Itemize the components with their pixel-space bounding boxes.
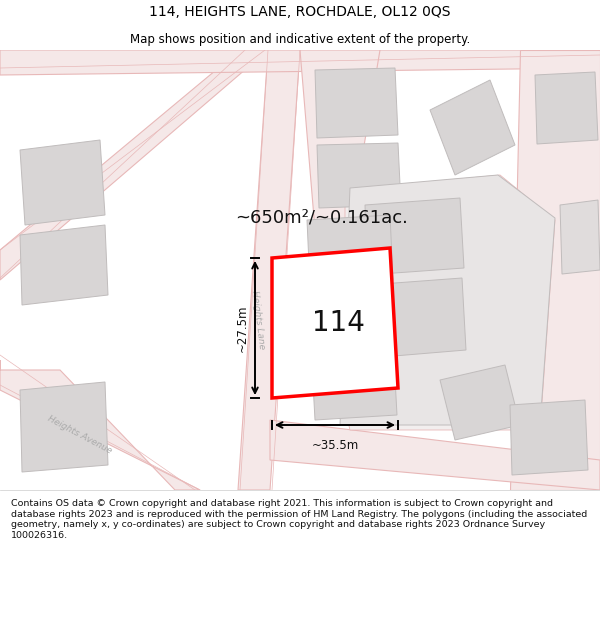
Polygon shape [317, 143, 401, 208]
Text: ~27.5m: ~27.5m [236, 304, 249, 352]
Polygon shape [510, 50, 600, 490]
Polygon shape [270, 420, 600, 490]
Text: ~35.5m: ~35.5m [311, 439, 359, 452]
Polygon shape [430, 80, 515, 175]
Polygon shape [307, 215, 393, 286]
Polygon shape [440, 365, 520, 440]
Text: Contains OS data © Crown copyright and database right 2021. This information is : Contains OS data © Crown copyright and d… [11, 499, 587, 539]
Text: Heights Lane: Heights Lane [250, 290, 266, 350]
Polygon shape [330, 175, 555, 430]
Polygon shape [0, 360, 200, 490]
Polygon shape [560, 200, 600, 274]
Text: Map shows position and indicative extent of the property.: Map shows position and indicative extent… [130, 34, 470, 46]
Polygon shape [300, 50, 380, 230]
Polygon shape [20, 382, 108, 472]
Polygon shape [340, 175, 555, 425]
Polygon shape [238, 50, 300, 490]
Polygon shape [365, 198, 464, 275]
Polygon shape [310, 285, 396, 360]
Polygon shape [510, 400, 588, 475]
Text: ~650m²/~0.161ac.: ~650m²/~0.161ac. [235, 209, 408, 227]
Polygon shape [20, 225, 108, 305]
Polygon shape [20, 140, 105, 225]
Polygon shape [0, 50, 268, 280]
Text: 114: 114 [311, 309, 364, 337]
Text: Heights Avenue: Heights Avenue [46, 414, 113, 456]
Polygon shape [0, 50, 600, 75]
Polygon shape [368, 278, 466, 358]
Polygon shape [312, 360, 397, 420]
Polygon shape [315, 68, 398, 138]
Polygon shape [272, 248, 398, 398]
Text: 114, HEIGHTS LANE, ROCHDALE, OL12 0QS: 114, HEIGHTS LANE, ROCHDALE, OL12 0QS [149, 6, 451, 19]
Polygon shape [535, 72, 598, 144]
